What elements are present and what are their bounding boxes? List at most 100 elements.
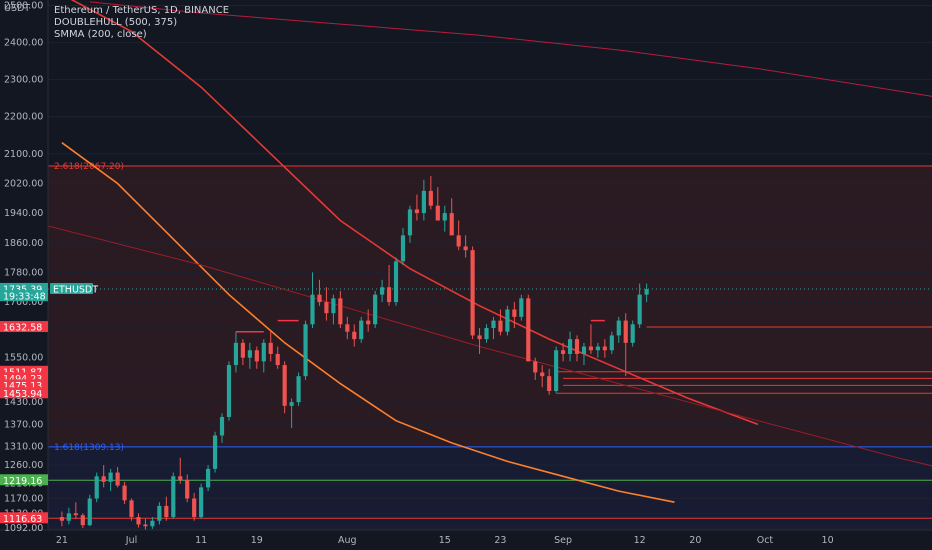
candle-body — [554, 350, 559, 392]
candle-body — [178, 476, 183, 480]
y-tick-label: 2500.00 — [4, 1, 43, 12]
price-badge-label: 1453.94 — [3, 389, 42, 400]
price-badge-label: 1494.23 — [3, 374, 42, 385]
price-badge — [0, 474, 48, 486]
candle-body — [407, 209, 413, 236]
indicator-line — [40, 223, 932, 467]
x-tick-label: 20 — [689, 535, 701, 546]
candle-body — [122, 485, 127, 501]
candle-body — [136, 517, 141, 525]
y-tick-label: 2100.00 — [4, 149, 43, 160]
candle-body — [456, 235, 461, 247]
candle-body — [206, 468, 211, 488]
candle-body — [519, 298, 524, 317]
candle-body — [560, 350, 566, 354]
candle-body — [373, 294, 378, 325]
y-tick-label: 1860.00 — [4, 238, 43, 249]
y-tick-label: 1170.00 — [4, 493, 43, 504]
candle-body — [108, 472, 113, 482]
candle-body — [366, 320, 371, 325]
candle-body — [574, 339, 580, 354]
price-badge — [0, 365, 48, 377]
candle-body — [143, 524, 148, 527]
candle-body — [547, 376, 552, 392]
y-tick-label: 1092.00 — [4, 523, 43, 534]
price-badge-label: 1475.13 — [3, 381, 42, 392]
y-tick-label: 1310.00 — [4, 442, 43, 453]
price-badge-label: 1116.63 — [3, 514, 42, 525]
price-badge — [0, 512, 48, 524]
x-tick-label: 19 — [251, 535, 263, 546]
candle-body — [185, 479, 190, 499]
x-tick-label: 21 — [56, 535, 68, 546]
candle-body — [595, 346, 600, 351]
candle-body — [331, 298, 336, 314]
candle-body — [428, 190, 433, 206]
candle-body — [73, 513, 78, 516]
candle-body — [386, 287, 392, 303]
y-tick-label: 1700.00 — [4, 297, 43, 308]
candle-body — [352, 331, 357, 340]
candle-body — [463, 246, 468, 251]
candle-body — [484, 328, 489, 340]
y-tick-label: 2020.00 — [4, 178, 43, 189]
y-tick-label: 1550.00 — [4, 353, 43, 364]
candle-body — [324, 302, 329, 314]
chart-legend: Ethereum / TetherUS, 1D, BINANCE DOUBLEH… — [54, 5, 229, 41]
candle-body — [303, 324, 308, 377]
candle-body — [233, 342, 239, 366]
y-tick-label: 1940.00 — [4, 208, 43, 219]
candle-body — [567, 339, 573, 354]
candle-body — [171, 476, 176, 518]
axis-unit-label: USDT — [4, 3, 30, 14]
candle-body — [477, 335, 482, 340]
fib-level-label: 1.618(1309.13) — [54, 443, 124, 453]
price-badge-label: 1735.39 — [3, 284, 42, 295]
candle-body — [345, 324, 350, 332]
candle-body — [498, 320, 503, 332]
candle-body — [623, 320, 628, 343]
candle-body — [268, 342, 273, 354]
candle-body — [470, 250, 475, 336]
x-tick-label: 15 — [439, 535, 451, 546]
candle-body — [400, 235, 406, 262]
candle-body — [602, 346, 607, 351]
candle-body — [540, 372, 545, 377]
candle-body — [66, 513, 71, 521]
candle-body — [609, 335, 614, 351]
price-badge — [0, 282, 48, 294]
price-badge — [0, 290, 48, 302]
price-badge-label: 1219.16 — [3, 476, 42, 487]
x-tick-label: 12 — [634, 535, 646, 546]
candle-body — [359, 320, 364, 340]
time-axis-panel — [0, 530, 932, 550]
candle-body — [442, 213, 447, 221]
candle-body — [644, 289, 649, 295]
price-badge-label: 1632.58 — [3, 323, 42, 334]
y-tick-label: 1780.00 — [4, 267, 43, 278]
x-tick-label: Oct — [757, 535, 774, 546]
candle-body — [393, 261, 399, 303]
indicator-smma: SMMA (200, close) — [54, 29, 147, 40]
price-badge-label: 19:33:48 — [3, 292, 46, 303]
candle-body — [275, 353, 280, 366]
candle-body — [282, 365, 287, 406]
candle-body — [380, 287, 385, 295]
candle-body — [637, 294, 642, 325]
price-badge — [0, 387, 48, 399]
candle-body — [164, 505, 169, 518]
x-tick-label: Aug — [338, 535, 357, 546]
fib-zone — [48, 165, 932, 447]
x-tick-label: Sep — [554, 535, 572, 546]
candle-body — [261, 342, 266, 362]
candle-body — [310, 294, 315, 325]
candle-body — [512, 309, 517, 317]
indicator-line — [89, 1, 932, 97]
candle-body — [150, 520, 155, 527]
candle-body — [505, 309, 510, 332]
x-tick-label: 10 — [822, 535, 834, 546]
candle-body — [421, 190, 426, 214]
y-tick-label: 2300.00 — [4, 75, 43, 86]
